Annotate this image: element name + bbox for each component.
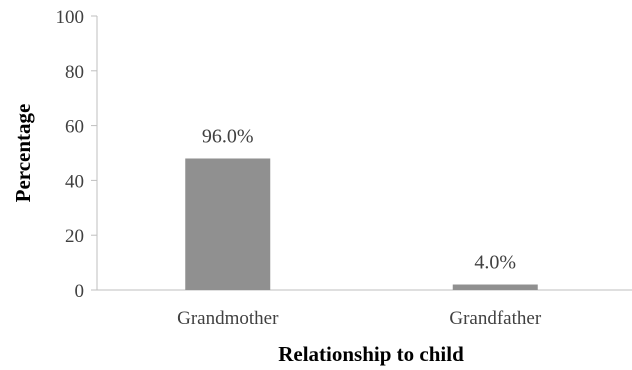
bars bbox=[185, 158, 538, 290]
category-labels: Grandmother Grandfather bbox=[177, 308, 542, 329]
category-label: Grandmother bbox=[177, 308, 279, 329]
data-label: 96.0% bbox=[202, 125, 254, 147]
y-axis-title: Percentage bbox=[11, 104, 35, 203]
bar-grandmother bbox=[185, 158, 271, 290]
bar-grandfather bbox=[452, 284, 538, 290]
y-tick-label: 40 bbox=[65, 171, 84, 192]
category-label: Grandfather bbox=[449, 308, 541, 329]
y-tick-label: 100 bbox=[56, 7, 85, 28]
y-tick-label: 80 bbox=[65, 62, 84, 83]
data-label: 4.0% bbox=[474, 252, 516, 274]
y-axis-ticks: 0 20 40 60 80 100 bbox=[56, 7, 97, 302]
y-tick-label: 0 bbox=[75, 281, 85, 302]
x-axis-title: Relationship to child bbox=[278, 342, 464, 366]
y-tick-label: 60 bbox=[65, 117, 84, 138]
data-labels: 96.0% 4.0% bbox=[202, 125, 516, 273]
y-tick-label: 20 bbox=[65, 226, 84, 247]
